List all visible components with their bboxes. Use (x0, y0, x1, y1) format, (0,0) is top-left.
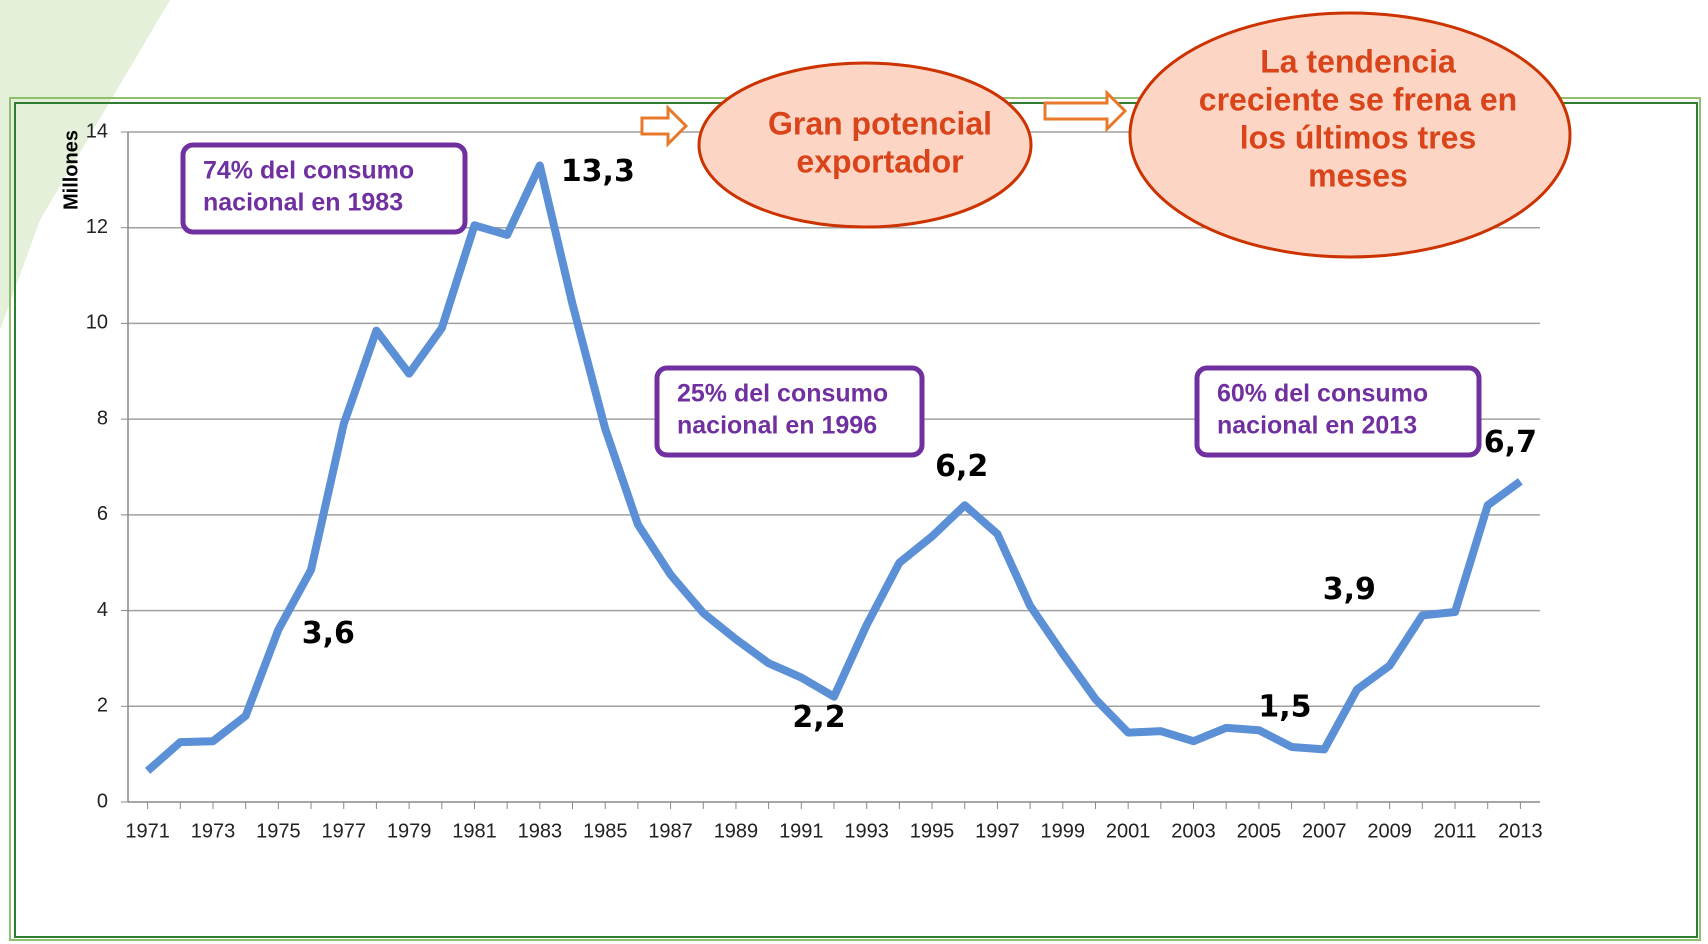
bubble-text: exportador (796, 143, 963, 179)
arrow (1043, 89, 1128, 133)
x-tick-label: 1981 (452, 820, 497, 842)
annotation-box (180, 142, 468, 235)
y-tick-label: 2 (97, 695, 108, 717)
bubble-text: La tendencia (1260, 43, 1456, 79)
x-tick-label: 2009 (1367, 820, 1412, 842)
bubble-text: los últimos tres (1240, 119, 1477, 155)
y-tick-label: 14 (86, 120, 108, 142)
data-label: 3,9 (1323, 572, 1376, 607)
x-tick-label: 1983 (518, 820, 563, 842)
x-tick-label: 1971 (125, 820, 170, 842)
x-tick-label: 2007 (1302, 820, 1347, 842)
data-label: 1,5 (1258, 690, 1311, 725)
y-tick-label: 12 (86, 216, 108, 238)
x-tick-label: 1985 (583, 820, 628, 842)
x-tick-label: 1989 (714, 820, 759, 842)
data-label: 6,2 (935, 449, 988, 484)
line (144, 161, 1523, 774)
x-tick-label: 1993 (844, 820, 889, 842)
annotation-box (654, 365, 925, 458)
x-tick-label: 1987 (648, 820, 693, 842)
data-label: 2,2 (792, 700, 845, 735)
x-tick-label: 1975 (256, 820, 301, 842)
y-tick-label: 0 (97, 790, 108, 812)
annotation-box (1194, 365, 1482, 458)
y-tick-label: 10 (86, 312, 108, 334)
annotation-bubble (1128, 11, 1572, 259)
bubble-text: creciente se frena en (1199, 81, 1517, 117)
data-label: 6,7 (1484, 425, 1537, 460)
x-tick-label: 1997 (975, 820, 1020, 842)
x-tick-label: 1991 (779, 820, 824, 842)
y-axis-label: Millones (60, 130, 82, 210)
x-tick-label: 1973 (191, 820, 236, 842)
x-tick-label: 1977 (321, 820, 366, 842)
data-label: 13,3 (561, 154, 635, 189)
annotation-text: nacional en 1983 (203, 189, 403, 217)
bubble-text: Gran potencial (768, 105, 992, 141)
x-tick-label: 2005 (1237, 820, 1282, 842)
y-tick-label: 6 (97, 503, 108, 525)
annotation-text: nacional en 2013 (1217, 412, 1417, 440)
x-tick-label: 1999 (1041, 820, 1086, 842)
decoration (0, 0, 170, 330)
x-tick-label: 2001 (1106, 820, 1151, 842)
x-tick-label: 2013 (1498, 820, 1543, 842)
y-tick-label: 8 (97, 407, 108, 429)
data-label: 3,6 (302, 616, 355, 651)
x-tick-label: 1979 (387, 820, 432, 842)
annotation-bubble (697, 61, 1033, 229)
x-tick-label: 2011 (1434, 820, 1477, 842)
annotation-text: 60% del consumo (1217, 380, 1428, 408)
annotation-text: nacional en 1996 (677, 412, 877, 440)
annotation-text: 74% del consumo (203, 157, 414, 185)
y-tick-label: 4 (97, 599, 108, 621)
bubble-text: meses (1308, 157, 1408, 193)
x-tick-label: 1995 (910, 820, 955, 842)
x-tick-label: 2003 (1171, 820, 1216, 842)
arrow (640, 104, 689, 148)
annotation-text: 25% del consumo (677, 380, 888, 408)
